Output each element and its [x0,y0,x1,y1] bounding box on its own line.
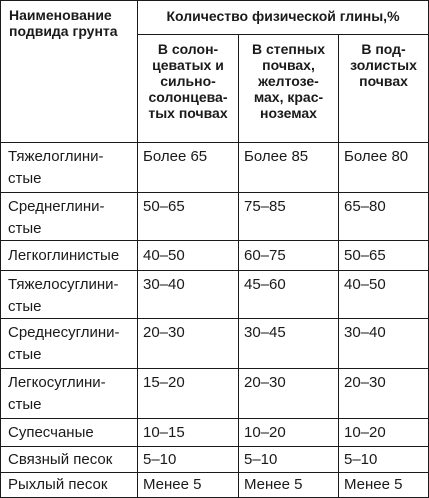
table-row: Среднеглини- стые 50–65 75–85 65–80 [0,192,429,241]
value-cell: Более 80 [337,142,429,193]
value-cell: 15–20 [137,368,239,419]
value-cell: 5–10 [137,446,239,473]
table-row: Легкоглинистые 40–50 60–75 50–65 [0,240,429,271]
table-row: Супесчаные 10–15 10–20 10–20 [0,418,429,447]
value-cell: 5–10 [337,446,429,473]
soil-name-cell: Среднеглини- стые [0,192,138,241]
soil-name-cell: Супесчаные [0,418,138,447]
value-cell: 50–65 [137,192,239,241]
value-cell: 30–40 [137,270,239,319]
value-cell: 30–45 [238,318,339,369]
header-steppe-soils: В степных почвах, желтозе- мах, крас- но… [238,34,339,143]
soil-name-cell: Тяжелосуглини- стые [0,270,138,319]
soil-name-cell: Тяжелоглини- стые [0,142,138,193]
value-cell: 10–20 [238,418,339,447]
value-cell: 30–40 [337,318,429,369]
value-cell: 40–50 [337,270,429,319]
value-cell: 60–75 [238,240,339,271]
value-cell: 5–10 [238,446,339,473]
soil-name-cell: Легкоглинистые [0,240,138,271]
header-podzolic-soils: В под- золистых почвах [337,34,429,143]
table-row: Тяжелоглини- стые Более 65 Более 85 Боле… [0,142,429,193]
value-cell: 50–65 [337,240,429,271]
soil-name-cell: Связный песок [0,446,138,473]
value-cell: 40–50 [137,240,239,271]
value-cell: 20–30 [238,368,339,419]
value-cell: 10–15 [137,418,239,447]
table-row: Легкосуглини- стые 15–20 20–30 20–30 [0,368,429,419]
table-row: Связный песок 5–10 5–10 5–10 [0,446,429,473]
header-row-top: Наименование подвида грунта Количество ф… [0,0,429,143]
value-cell: 10–20 [337,418,429,447]
header-soil-subtype: Наименование подвида грунта [0,0,138,143]
soil-name-cell: Легкосуглини- стые [0,368,138,419]
value-cell: 65–80 [337,192,429,241]
header-solonetz-soils: В солон- цеватых и сильно- солонцева- ты… [137,34,239,143]
value-cell: Более 65 [137,142,239,193]
value-cell: 45–60 [238,270,339,319]
value-cell: 75–85 [238,192,339,241]
header-row-sub: В солон- цеватых и сильно- солонцева- ты… [1,34,429,143]
value-cell: 20–30 [337,368,429,419]
value-cell: 20–30 [137,318,239,369]
header-clay-amount: Количество физической глины,% [136,0,429,35]
value-cell: Более 85 [238,142,339,193]
table-row: Тяжелосуглини- стые 30–40 45–60 40–50 [0,270,429,319]
table-row: Среднесуглини- стые 20–30 30–45 30–40 [0,318,429,369]
soil-name-cell: Среднесуглини- стые [0,318,138,369]
